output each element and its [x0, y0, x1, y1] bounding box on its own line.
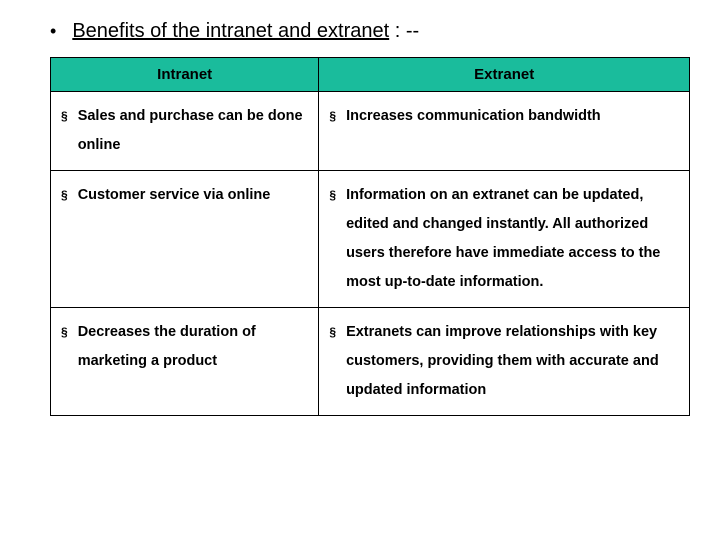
comparison-table: Intranet Extranet § Sales and purchase c… [50, 57, 690, 416]
cell-intranet: § Decreases the duration of marketing a … [51, 308, 319, 416]
cell-text: Extranets can improve relationships with… [346, 318, 677, 405]
square-bullet-icon: § [329, 318, 336, 405]
cell-text: Increases communication bandwidth [346, 102, 601, 131]
cell-text: Information on an extranet can be update… [346, 181, 677, 297]
square-bullet-icon: § [329, 102, 336, 131]
col-header-extranet: Extranet [319, 58, 690, 92]
table-header-row: Intranet Extranet [51, 58, 690, 92]
cell-text: Decreases the duration of marketing a pr… [78, 318, 307, 376]
square-bullet-icon: § [61, 181, 68, 210]
cell-extranet: § Information on an extranet can be upda… [319, 171, 690, 308]
table-row: § Sales and purchase can be done online … [51, 92, 690, 171]
title-bullet-icon: • [50, 21, 56, 42]
title-text-wrap: Benefits of the intranet and extranet : … [72, 20, 419, 43]
title-text: Benefits of the intranet and extranet [72, 20, 389, 42]
cell-intranet: § Customer service via online [51, 171, 319, 308]
cell-extranet: § Extranets can improve relationships wi… [319, 308, 690, 416]
cell-intranet: § Sales and purchase can be done online [51, 92, 319, 171]
square-bullet-icon: § [61, 318, 68, 376]
square-bullet-icon: § [329, 181, 336, 297]
table-row: § Customer service via online § Informat… [51, 171, 690, 308]
square-bullet-icon: § [61, 102, 68, 160]
slide: • Benefits of the intranet and extranet … [0, 0, 720, 426]
cell-text: Customer service via online [78, 181, 271, 210]
slide-title: • Benefits of the intranet and extranet … [50, 20, 690, 43]
cell-text: Sales and purchase can be done online [78, 102, 307, 160]
table-row: § Decreases the duration of marketing a … [51, 308, 690, 416]
cell-extranet: § Increases communication bandwidth [319, 92, 690, 171]
col-header-intranet: Intranet [51, 58, 319, 92]
title-suffix: : -- [389, 20, 419, 42]
